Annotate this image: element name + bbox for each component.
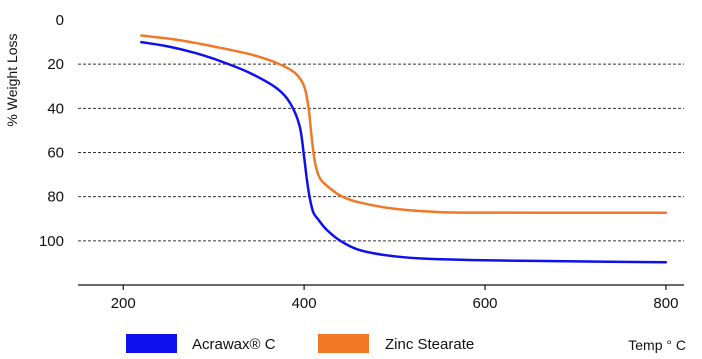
grid-layer [78,63,684,242]
legend-label-zinc-stearate: Zinc Stearate [385,336,474,353]
legend: Acrawax® C Zinc Stearate [126,334,474,353]
y-tick-label-60: 60 [47,145,64,162]
y-tick-label-20: 20 [47,56,64,73]
legend-swatch-acrawax [126,334,177,353]
y-tick-label-40: 40 [47,100,64,117]
x-tick-label-800: 800 [653,295,678,312]
y-tick-label-80: 80 [47,189,64,206]
x-tick-label-400: 400 [292,295,317,312]
y-axis-title: % Weight Loss [4,33,20,126]
legend-swatch-zinc-stearate [318,334,369,353]
legend-label-acrawax: Acrawax® C [192,336,276,353]
x-tick-labels: 200 400 600 800 [111,285,678,312]
series-line-0 [140,40,668,264]
x-axis-title: Temp ° C [628,337,686,353]
y-tick-label-100: 100 [39,233,64,250]
y-tick-labels: 0 20 40 60 80 100 [39,12,64,250]
series-layer [140,34,668,264]
y-tick-label-0: 0 [56,12,64,29]
series-line-1 [140,34,668,215]
x-tick-label-200: 200 [111,295,136,312]
x-tick-label-600: 600 [472,295,497,312]
